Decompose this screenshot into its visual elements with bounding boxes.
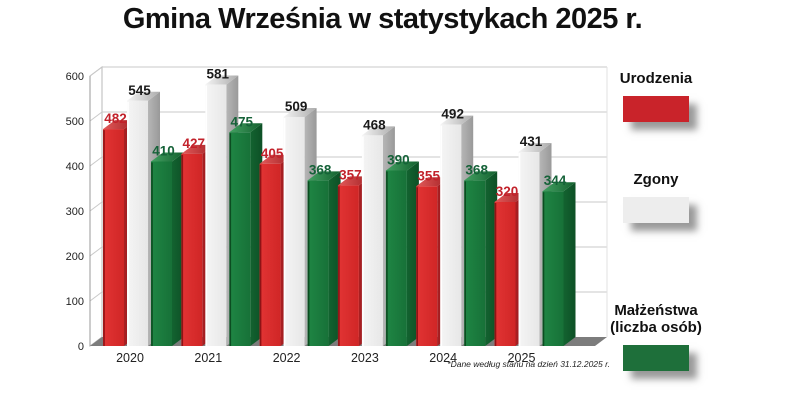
- bar-top-zgony-2025: [518, 143, 552, 153]
- y-tick-label-400: 400: [66, 161, 84, 173]
- bar-zgony-2021: [205, 84, 227, 347]
- legend-swatch-malzenstwa: [623, 345, 689, 371]
- y-tick-label-600: 600: [66, 71, 84, 83]
- bar-value-label-małżeństwa-2024: 368: [465, 162, 488, 177]
- x-tick-label-2022: 2022: [273, 351, 301, 365]
- gridline-wall-600: [89, 66, 103, 77]
- footnote: *Dane według stanu na dzień 31.12.2025 r…: [447, 359, 610, 369]
- gridline-wall-200: [89, 246, 103, 257]
- bar-value-label-małżeństwa-2020: 410: [152, 144, 175, 159]
- bar-top-zgony-2020: [127, 91, 160, 101]
- legend-item-urodzenia: Urodzenia: [598, 70, 714, 122]
- bar-value-label-małżeństwa-2022: 368: [309, 162, 332, 177]
- bar-zgony-2020: [127, 100, 148, 346]
- y-tick-label-300: 300: [66, 206, 84, 218]
- page-title: Gmina Września w statystykach 2025 r.: [122, 3, 643, 35]
- bar-zgony-2022: [283, 116, 305, 346]
- gridline-wall-300: [89, 201, 103, 212]
- bar-top-zgony-2021: [205, 75, 239, 85]
- gridline-wall-400: [89, 156, 103, 167]
- bar-value-label-zgony-2025: 431: [520, 134, 543, 149]
- x-tick-label-2021: 2021: [194, 351, 222, 365]
- legend-swatch-urodzenia: [623, 96, 689, 122]
- bar-top-małżeństwa-2020: [151, 152, 184, 162]
- bar-value-label-małżeństwa-2025: 344: [544, 173, 567, 188]
- legend-label-malzenstwa-line2: (liczba osób): [610, 319, 702, 336]
- x-tick-label-2023: 2023: [351, 351, 379, 365]
- bar-value-label-zgony-2022: 509: [285, 99, 308, 114]
- bar-value-label-małżeństwa-2021: 475: [231, 114, 254, 129]
- bar-value-label-urodzenia-2023: 357: [339, 167, 362, 182]
- bar-value-label-zgony-2024: 492: [441, 107, 464, 122]
- bar-małżeństwa-2020: [151, 161, 172, 346]
- gridline-wall-500: [89, 111, 103, 122]
- bar-top-małżeństwa-2021: [229, 123, 263, 133]
- bar-top-zgony-2024: [440, 115, 474, 125]
- bar-małżeństwa-2024: [464, 180, 486, 346]
- bar-małżeństwa-2023: [385, 170, 407, 346]
- x-tick-label-2020: 2020: [116, 351, 144, 365]
- x-tick-label-2024: 2024: [429, 351, 457, 365]
- bar-value-label-urodzenia-2022: 405: [261, 146, 284, 161]
- bar-side-małżeństwa-2021: [250, 123, 263, 346]
- bar-urodzenia-2021: [181, 153, 203, 346]
- bar-urodzenia-2025: [494, 202, 516, 346]
- bar-value-label-urodzenia-2021: 427: [183, 136, 206, 151]
- bar-top-małżeństwa-2025: [542, 182, 576, 192]
- bar-urodzenia-2022: [259, 163, 281, 346]
- legend-label-zgony: Zgony: [633, 171, 679, 188]
- legend-item-zgony: Zgony: [598, 171, 714, 223]
- bar-value-label-urodzenia-2020: 482: [104, 111, 127, 126]
- bar-małżeństwa-2021: [229, 132, 251, 346]
- bar-urodzenia-2023: [337, 185, 359, 346]
- bar-value-label-zgony-2020: 545: [128, 83, 151, 98]
- bar-urodzenia-2020: [103, 129, 124, 346]
- bar-urodzenia-2024: [416, 186, 438, 346]
- x-tick-label-2025: 2025: [508, 351, 536, 365]
- y-tick-label-200: 200: [66, 251, 84, 263]
- legend-label-urodzenia: Urodzenia: [619, 70, 693, 87]
- bar-top-zgony-2022: [283, 107, 317, 117]
- bar-value-label-urodzenia-2025: 320: [496, 184, 519, 199]
- bar-side-małżeństwa-2022: [328, 171, 341, 346]
- legend-label-malzenstwa-line1: Małżeństwa: [614, 302, 698, 319]
- bar-top-zgony-2023: [361, 126, 395, 136]
- bar-zgony-2024: [440, 124, 462, 346]
- y-tick-label-100: 100: [66, 296, 84, 308]
- bar-side-małżeństwa-2025: [563, 182, 576, 346]
- bar-side-małżeństwa-2023: [406, 161, 419, 346]
- bar-małżeństwa-2022: [307, 180, 329, 346]
- bar-małżeństwa-2025: [542, 191, 564, 346]
- bar-zgony-2025: [518, 152, 540, 346]
- bar-side-małżeństwa-2020: [172, 152, 184, 346]
- bar-top-małżeństwa-2022: [307, 171, 341, 181]
- bar-side-małżeństwa-2024: [485, 171, 498, 346]
- legend-item-malzenstwa: Małżeństwa (liczba osób): [598, 302, 714, 371]
- bar-value-label-zgony-2023: 468: [363, 117, 386, 132]
- bar-value-label-zgony-2021: 581: [207, 67, 230, 82]
- legend-swatch-zgony: [623, 197, 689, 223]
- bar-zgony-2023: [361, 135, 383, 346]
- gridline-wall-100: [89, 291, 103, 302]
- y-tick-label-500: 500: [66, 116, 84, 128]
- y-tick-label-0: 0: [78, 341, 84, 353]
- bar-top-małżeństwa-2023: [385, 161, 419, 171]
- bar-value-label-małżeństwa-2023: 390: [387, 153, 410, 168]
- bar-top-małżeństwa-2024: [464, 171, 498, 181]
- bar-value-label-urodzenia-2024: 355: [417, 168, 440, 183]
